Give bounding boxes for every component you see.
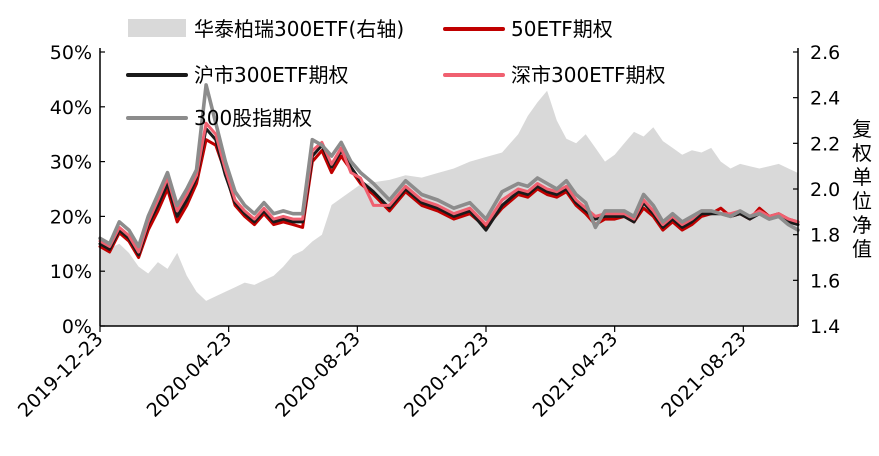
- x-tick-label: 2020-04-23: [143, 328, 237, 422]
- y2-label-char: 位: [852, 189, 872, 213]
- series-line-3: [98, 121, 800, 254]
- right-tick-label: 2.2: [810, 133, 840, 155]
- right-tick-label: 2.6: [810, 42, 840, 64]
- right-tick-label: 1.6: [810, 270, 840, 292]
- etf-nav-area-layer: [100, 90, 798, 326]
- x-tick-label: 2021-04-23: [529, 328, 623, 422]
- right-tick-label: 1.4: [810, 316, 840, 338]
- y2-label-char: 权: [852, 141, 872, 165]
- left-tick-label: 20%: [50, 206, 92, 228]
- legend-swatch-area: [128, 19, 186, 37]
- volatility-lines-layer: [98, 83, 800, 259]
- x-tick-label: 2021-08-23: [657, 328, 751, 422]
- x-tick-label: 2020-12-23: [400, 328, 494, 422]
- legend-label: 华泰柏瑞300ETF(右轴): [194, 17, 404, 41]
- y2-label-char: 净: [852, 213, 872, 237]
- left-tick-label: 40%: [50, 97, 92, 119]
- left-tick-label: 0%: [62, 316, 92, 338]
- left-tick-label: 50%: [50, 42, 92, 64]
- series-line-4: [98, 83, 800, 249]
- y2-label-char: 复: [852, 117, 872, 141]
- series-line-1: [98, 138, 800, 259]
- right-tick-label: 1.8: [810, 225, 840, 247]
- right-tick-label: 2.4: [810, 88, 840, 110]
- y2-label-char: 单: [852, 165, 872, 189]
- right-tick-label: 2.0: [810, 179, 840, 201]
- left-tick-label: 10%: [50, 261, 92, 283]
- legend-label: 50ETF期权: [511, 17, 613, 41]
- left-tick-label: 30%: [50, 152, 92, 174]
- legend-label: 沪市300ETF期权: [194, 63, 349, 87]
- y2-label-char: 值: [852, 237, 872, 261]
- legend-label: 300股指期权: [194, 106, 312, 130]
- legend-label: 深市300ETF期权: [511, 63, 666, 87]
- etf-nav-area: [100, 90, 798, 326]
- x-tick-label: 2019-12-23: [14, 328, 108, 422]
- x-tick-label: 2020-08-23: [271, 328, 365, 422]
